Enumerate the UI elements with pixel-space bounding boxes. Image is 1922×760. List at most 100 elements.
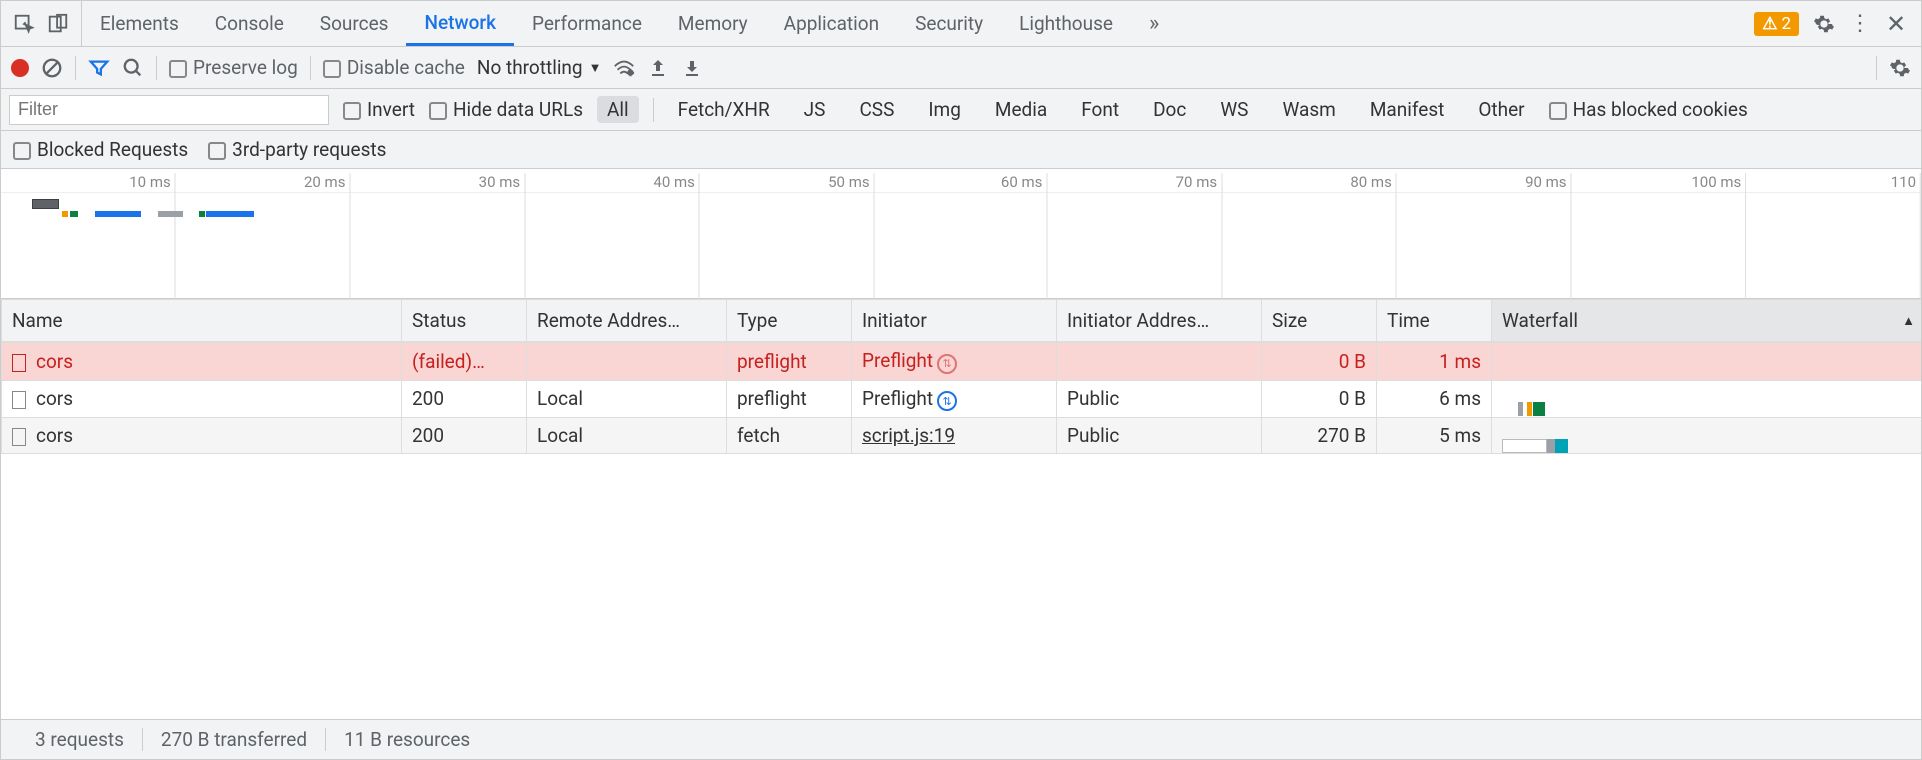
third-party-checkbox[interactable]: 3rd-party requests <box>208 138 386 161</box>
timeline-tick: 110 <box>1891 173 1921 299</box>
hide-data-urls-label: Hide data URLs <box>453 98 583 121</box>
timeline-overview[interactable]: 10 ms20 ms30 ms40 ms50 ms60 ms70 ms80 ms… <box>1 169 1921 299</box>
third-party-label: 3rd-party requests <box>232 138 386 161</box>
timeline-segment <box>70 211 78 217</box>
tab-sources[interactable]: Sources <box>302 1 407 46</box>
filter-type-wasm[interactable]: Wasm <box>1272 96 1345 123</box>
tab-memory[interactable]: Memory <box>660 1 766 46</box>
tab-performance[interactable]: Performance <box>514 1 660 46</box>
blocked-requests-label: Blocked Requests <box>37 138 188 161</box>
invert-checkbox[interactable]: Invert <box>343 98 415 121</box>
network-conditions-icon[interactable] <box>613 57 635 79</box>
tab-lighthouse[interactable]: Lighthouse <box>1001 1 1131 46</box>
waterfall-segment <box>1555 439 1567 453</box>
filter-type-media[interactable]: Media <box>985 96 1057 123</box>
tab-network[interactable]: Network <box>406 1 514 46</box>
close-icon[interactable]: ✕ <box>1885 13 1907 35</box>
request-table: NameStatusRemote Addres…TypeInitiatorIni… <box>1 299 1921 719</box>
inspect-icon[interactable] <box>13 13 35 35</box>
column-header[interactable]: Status <box>402 300 527 342</box>
cell-remote: Local <box>527 418 727 454</box>
filter-type-font[interactable]: Font <box>1071 96 1129 123</box>
cell-initiator-addr <box>1057 343 1262 381</box>
throttling-value: No throttling <box>477 56 583 79</box>
file-icon <box>12 428 26 446</box>
cell-name: cors <box>2 343 402 381</box>
sort-indicator-icon: ▲ <box>1902 313 1915 329</box>
column-header[interactable]: Initiator <box>852 300 1057 342</box>
footer-resources: 11 B resources <box>326 728 488 751</box>
cell-type: fetch <box>727 418 852 454</box>
cell-remote <box>527 343 727 381</box>
tab-console[interactable]: Console <box>197 1 302 46</box>
filter-type-doc[interactable]: Doc <box>1143 96 1196 123</box>
filter-input[interactable] <box>9 95 329 125</box>
table-row[interactable]: cors200Localfetchscript.js:19Public270 B… <box>2 418 1922 454</box>
column-header[interactable]: Waterfall▲ <box>1492 300 1922 342</box>
table-row[interactable]: cors(failed)…preflightPreflight⇅0 B1 ms <box>2 343 1922 381</box>
filter-type-img[interactable]: Img <box>918 96 971 123</box>
timeline-segment <box>206 211 254 217</box>
search-icon[interactable] <box>122 57 144 79</box>
settings-gear-icon[interactable] <box>1889 57 1911 79</box>
filter-type-other[interactable]: Other <box>1468 96 1534 123</box>
device-toggle-icon[interactable] <box>47 13 69 35</box>
cell-initiator: Preflight⇅ <box>852 343 1057 381</box>
timeline-segment <box>199 211 205 217</box>
preserve-log-checkbox[interactable]: Preserve log <box>169 56 298 79</box>
disable-cache-checkbox[interactable]: Disable cache <box>323 56 465 79</box>
filter-type-all[interactable]: All <box>597 96 639 123</box>
column-header[interactable]: Remote Addres… <box>527 300 727 342</box>
timeline-segment <box>95 211 141 217</box>
cell-initiator: Preflight⇅ <box>852 380 1057 418</box>
gear-icon[interactable] <box>1813 13 1835 35</box>
timeline-tick: 90 ms <box>1525 173 1571 299</box>
download-icon[interactable] <box>681 57 703 79</box>
filter-icon[interactable] <box>88 57 110 79</box>
footer-requests: 3 requests <box>17 728 143 751</box>
column-header[interactable]: Time <box>1377 300 1492 342</box>
waterfall-segment <box>1533 402 1545 416</box>
file-icon <box>12 391 26 409</box>
column-header[interactable]: Initiator Addres… <box>1057 300 1262 342</box>
filter-bar: Invert Hide data URLs All Fetch/XHR JS CSS I… <box>1 89 1921 131</box>
timeline-segment <box>62 211 68 217</box>
record-button[interactable] <box>11 59 29 77</box>
warning-icon: ⚠ <box>1762 14 1777 34</box>
column-header[interactable]: Size <box>1262 300 1377 342</box>
timeline-tick: 100 ms <box>1691 173 1746 299</box>
table-row[interactable]: cors200LocalpreflightPreflight⇅Public0 B… <box>2 380 1922 418</box>
cell-initiator-addr: Public <box>1057 418 1262 454</box>
chevron-down-icon: ▼ <box>589 60 602 76</box>
has-blocked-cookies-checkbox[interactable]: Has blocked cookies <box>1549 98 1748 121</box>
tab-application[interactable]: Application <box>766 1 897 46</box>
tab-elements[interactable]: Elements <box>82 1 197 46</box>
clear-icon[interactable] <box>41 57 63 79</box>
tab-security[interactable]: Security <box>897 1 1001 46</box>
hide-data-urls-checkbox[interactable]: Hide data URLs <box>429 98 583 121</box>
throttling-select[interactable]: No throttling ▼ <box>477 56 602 79</box>
timeline-tick: 50 ms <box>828 173 874 299</box>
cell-waterfall <box>1492 380 1922 418</box>
filter-type-fetchxhr[interactable]: Fetch/XHR <box>668 96 780 123</box>
tabs-overflow-icon[interactable]: » <box>1131 1 1177 46</box>
has-blocked-cookies-label: Has blocked cookies <box>1573 98 1748 121</box>
filter-type-manifest[interactable]: Manifest <box>1360 96 1455 123</box>
kebab-menu-icon[interactable]: ⋮ <box>1849 13 1871 35</box>
issues-badge[interactable]: ⚠ 2 <box>1754 12 1799 36</box>
column-header[interactable]: Name <box>2 300 402 342</box>
filter-type-js[interactable]: JS <box>794 96 836 123</box>
filter-type-css[interactable]: CSS <box>849 96 904 123</box>
cell-status: 200 <box>402 418 527 454</box>
preflight-icon: ⇅ <box>937 354 957 374</box>
cell-time: 1 ms <box>1377 343 1492 381</box>
waterfall-segment <box>1518 402 1523 416</box>
upload-icon[interactable] <box>647 57 669 79</box>
filter-type-ws[interactable]: WS <box>1210 96 1258 123</box>
column-header[interactable]: Type <box>727 300 852 342</box>
blocked-requests-checkbox[interactable]: Blocked Requests <box>13 138 188 161</box>
timeline-tick: 20 ms <box>304 173 350 299</box>
cell-size: 270 B <box>1262 418 1377 454</box>
cell-status: (failed)… <box>402 343 527 381</box>
waterfall-segment <box>1502 439 1547 453</box>
